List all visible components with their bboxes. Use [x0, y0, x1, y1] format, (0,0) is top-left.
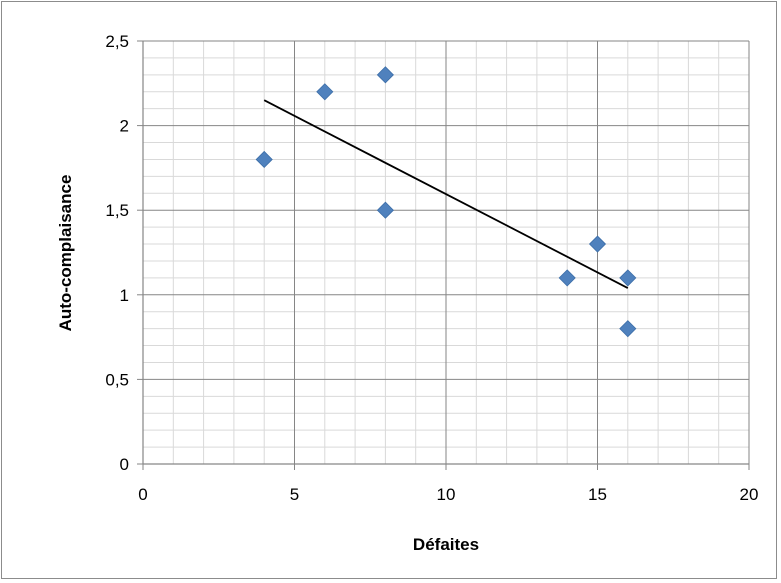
y-tick-label: 2	[120, 117, 129, 136]
x-tick-label: 15	[588, 485, 607, 504]
data-point	[255, 150, 273, 169]
y-tick-label: 0,5	[105, 370, 129, 389]
y-tick-label: 1,5	[105, 201, 129, 220]
data-point	[619, 320, 637, 338]
data-point	[558, 269, 576, 287]
data-points	[255, 66, 637, 338]
y-axis-title: Auto-complaisance	[56, 175, 75, 332]
data-point	[376, 66, 394, 84]
x-tick-label: 20	[740, 485, 759, 504]
grid	[142, 40, 750, 465]
x-tick-label: 10	[437, 485, 456, 504]
data-point	[316, 83, 334, 101]
x-tick-label: 5	[290, 485, 299, 504]
tick-labels: 0 5 10 15 20 0 0,5 1 1,5 2 2,5	[105, 32, 758, 504]
x-axis-title: Défaites	[413, 535, 479, 554]
trendline	[263, 99, 629, 289]
axes	[137, 40, 750, 470]
x-tick-label: 0	[138, 485, 147, 504]
y-tick-label: 0	[120, 455, 129, 474]
data-point	[619, 269, 637, 287]
y-tick-label: 2,5	[105, 32, 129, 51]
y-tick-label: 1	[120, 286, 129, 305]
data-point	[376, 201, 394, 219]
data-point	[588, 235, 607, 253]
trendline-layer	[263, 99, 629, 289]
